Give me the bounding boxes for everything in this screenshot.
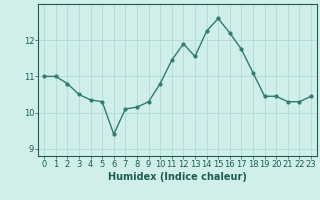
X-axis label: Humidex (Indice chaleur): Humidex (Indice chaleur) [108,172,247,182]
